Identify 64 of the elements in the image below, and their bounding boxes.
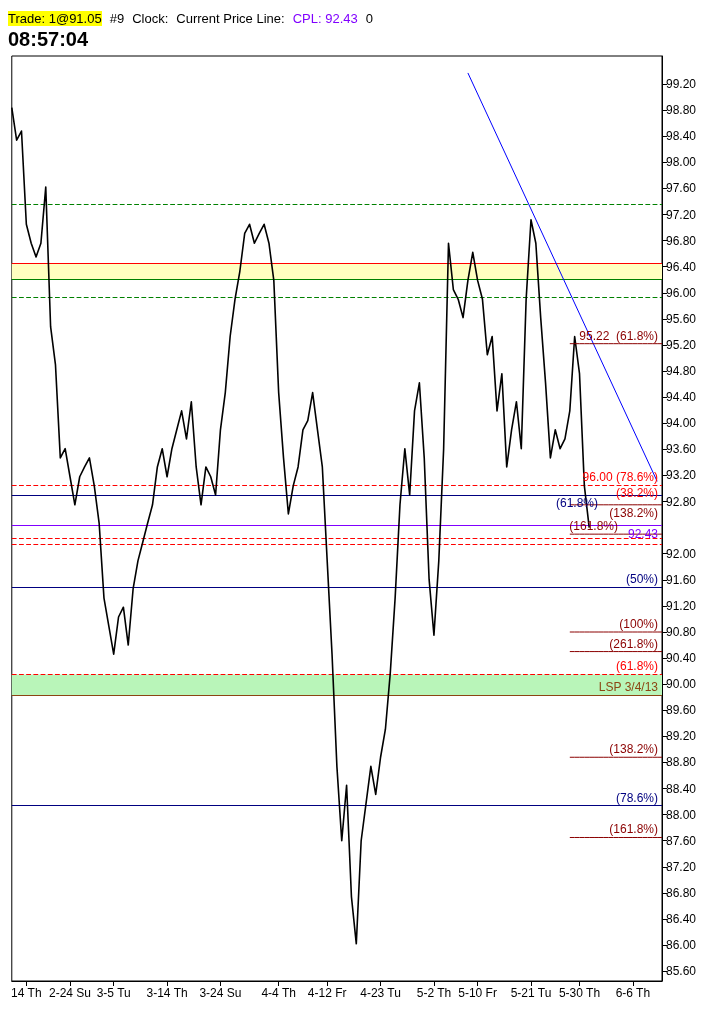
y-tick-label: 94.80: [666, 364, 697, 379]
y-tick-label: 87.20: [666, 859, 697, 874]
x-tick-label: 14 Th: [11, 986, 42, 1000]
y-tick-label: 88.00: [666, 807, 697, 822]
x-tick-label: 5-10 Fr: [458, 986, 497, 1000]
y-tick-label: 92.80: [666, 494, 697, 509]
annotation: (138.2%): [609, 505, 658, 520]
x-tick-label: 3-24 Su: [199, 986, 242, 1000]
y-tick-label: 87.60: [666, 833, 697, 848]
y-tick-label: 91.20: [666, 598, 697, 613]
x-tick-label: 2-24 Su: [49, 986, 92, 1000]
y-tick-label: 96.80: [666, 233, 697, 248]
annotation: (100%): [619, 617, 658, 631]
y-tick-label: 86.40: [666, 912, 697, 927]
text: Current Price Line:: [176, 10, 285, 26]
text: CPL: 92.43: [292, 10, 358, 26]
y-tick-label: 97.60: [666, 181, 697, 196]
annotation: (261.8%): [609, 636, 658, 651]
x-tick-label: 3-5 Tu: [96, 986, 131, 1000]
y-tick-label: 88.40: [666, 781, 697, 796]
y-tick-label: 89.20: [666, 729, 697, 744]
x-tick-label: 4-12 Fr: [307, 986, 347, 1000]
y-tick-label: 86.00: [666, 938, 697, 953]
y-tick-label: 95.20: [666, 337, 697, 352]
y-tick-label: 85.60: [666, 964, 697, 979]
annotation: (138.2%): [609, 742, 658, 757]
x-tick-label: 5-30 Th: [558, 986, 601, 1000]
x-tick-label: 5-21 Tu: [510, 986, 552, 1000]
y-tick-label: 93.20: [666, 468, 697, 483]
y-tick-label: 96.40: [666, 259, 697, 274]
y-tick-label: 98.00: [666, 155, 697, 170]
x-tick-label: 3-14 Th: [146, 986, 188, 1000]
annotation: (161.8%): [609, 822, 658, 837]
text: #9: [109, 10, 125, 26]
y-tick-label: 94.00: [666, 416, 697, 431]
y-tick-label: 90.40: [666, 651, 697, 666]
annotation: LSP 3/4/13: [598, 680, 659, 695]
y-tick-label: 93.60: [666, 442, 697, 457]
annotation: (50%): [625, 571, 658, 586]
x-tick-label: 6-6 Th: [615, 986, 651, 1000]
chart-title: 08:57:04: [8, 28, 90, 52]
x-tick-label: 4-4 Th: [261, 986, 296, 1000]
y-tick-label: 91.60: [666, 572, 697, 587]
x-tick-label: 5-2 Th: [416, 986, 452, 1000]
y-tick-label: 99.20: [666, 77, 697, 92]
y-tick-label: 98.80: [666, 103, 697, 118]
y-tick-label: 96.00: [666, 285, 697, 300]
y-tick-label: 95.60: [666, 311, 697, 326]
y-tick-label: 90.80: [666, 625, 697, 639]
y-tick-label: 94.40: [666, 390, 697, 405]
text: 0: [365, 10, 373, 26]
y-tick-label: 92.00: [666, 546, 697, 561]
annotation: (78.6%): [615, 790, 658, 805]
y-tick-label: 89.60: [666, 703, 697, 718]
y-tick-label: 90.00: [666, 677, 697, 692]
text: Clock:: [132, 10, 169, 26]
y-tick-label: 98.40: [666, 129, 697, 144]
y-tick-label: 86.80: [666, 885, 697, 900]
y-tick-label: 88.80: [666, 755, 697, 770]
text: Trade: 1@91.05: [8, 10, 102, 26]
x-tick-label: 4-23 Tu: [360, 986, 401, 1000]
annotation: 95.22 (61.8%): [579, 328, 658, 343]
y-tick-label: 97.20: [666, 207, 697, 222]
annotation: (61.8%): [615, 659, 658, 674]
